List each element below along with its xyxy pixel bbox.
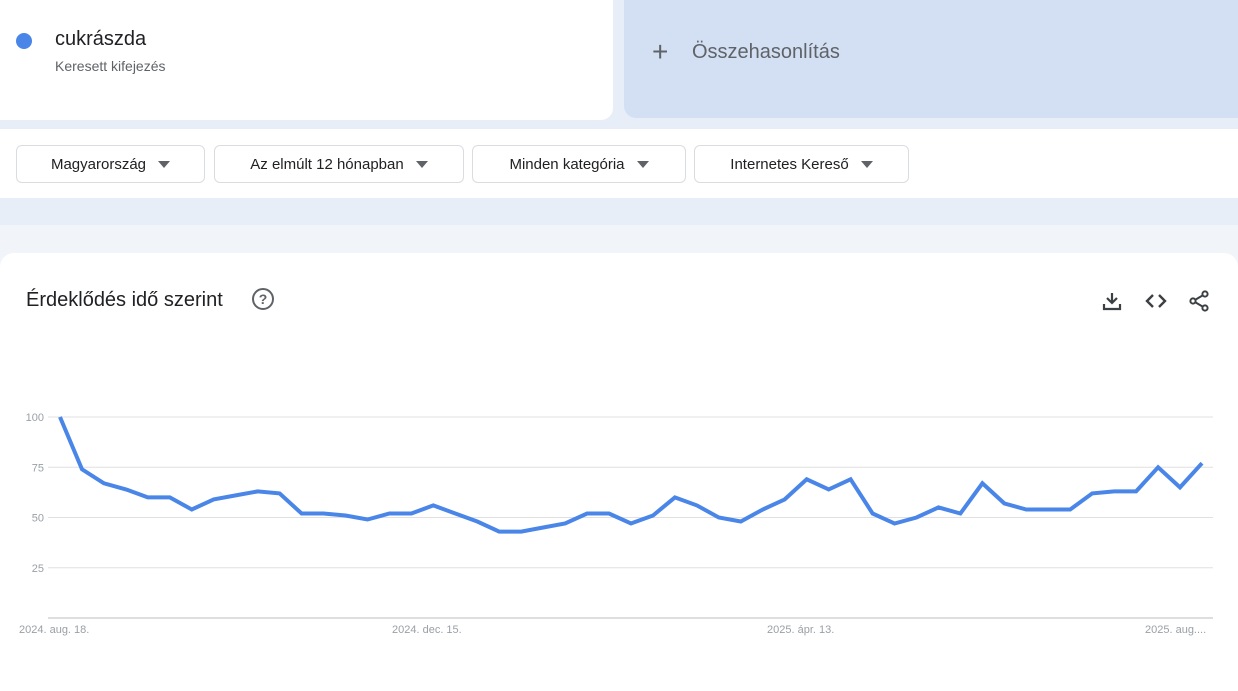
region-dropdown[interactable]: Magyarország [16,145,205,183]
caret-down-icon [158,160,171,168]
embed-code-icon[interactable] [1144,289,1168,313]
x-tick-label: 2025. ápr. 13. [767,624,834,636]
plus-icon: + [652,36,669,67]
category-dropdown[interactable]: Minden kategória [472,145,686,183]
card-title: Érdeklődés idő szerint [26,289,223,311]
caret-down-icon [415,160,428,168]
category-label: Minden kategória [509,155,625,173]
compare-button[interactable]: + Összehasonlítás [624,0,1238,118]
y-tick-label: 75 [32,462,44,474]
search-term-subtitle: Keresett kifejezés [55,58,166,74]
compare-label: Összehasonlítás [692,41,840,63]
series-color-dot [16,33,32,49]
download-icon[interactable] [1100,289,1124,313]
time-range-dropdown[interactable]: Az elmúlt 12 hónapban [214,145,464,183]
search-term[interactable]: cukrászda [55,28,147,50]
caret-down-icon [860,160,873,168]
search-type-dropdown[interactable]: Internetes Kereső [694,145,909,183]
y-tick-label: 25 [32,563,44,575]
help-circle-icon[interactable]: ? [252,288,274,310]
region-label: Magyarország [50,155,147,173]
search-term-card[interactable]: cukrászda Keresett kifejezés [0,0,613,120]
caret-down-icon [636,160,649,168]
y-tick-label: 50 [32,513,44,525]
filter-bar: Magyarország Az elmúlt 12 hónapban Minde… [0,129,1238,198]
share-icon[interactable] [1187,289,1211,313]
x-tick-label: 2025. aug.... [1145,624,1206,636]
series-line [58,416,1204,534]
time-range-label: Az elmúlt 12 hónapban [250,155,404,173]
y-tick-label: 100 [26,412,44,424]
x-tick-label: 2024. dec. 15. [392,624,462,636]
search-type-label: Internetes Kereső [730,155,849,173]
x-tick-label: 2024. aug. 18. [19,624,89,636]
